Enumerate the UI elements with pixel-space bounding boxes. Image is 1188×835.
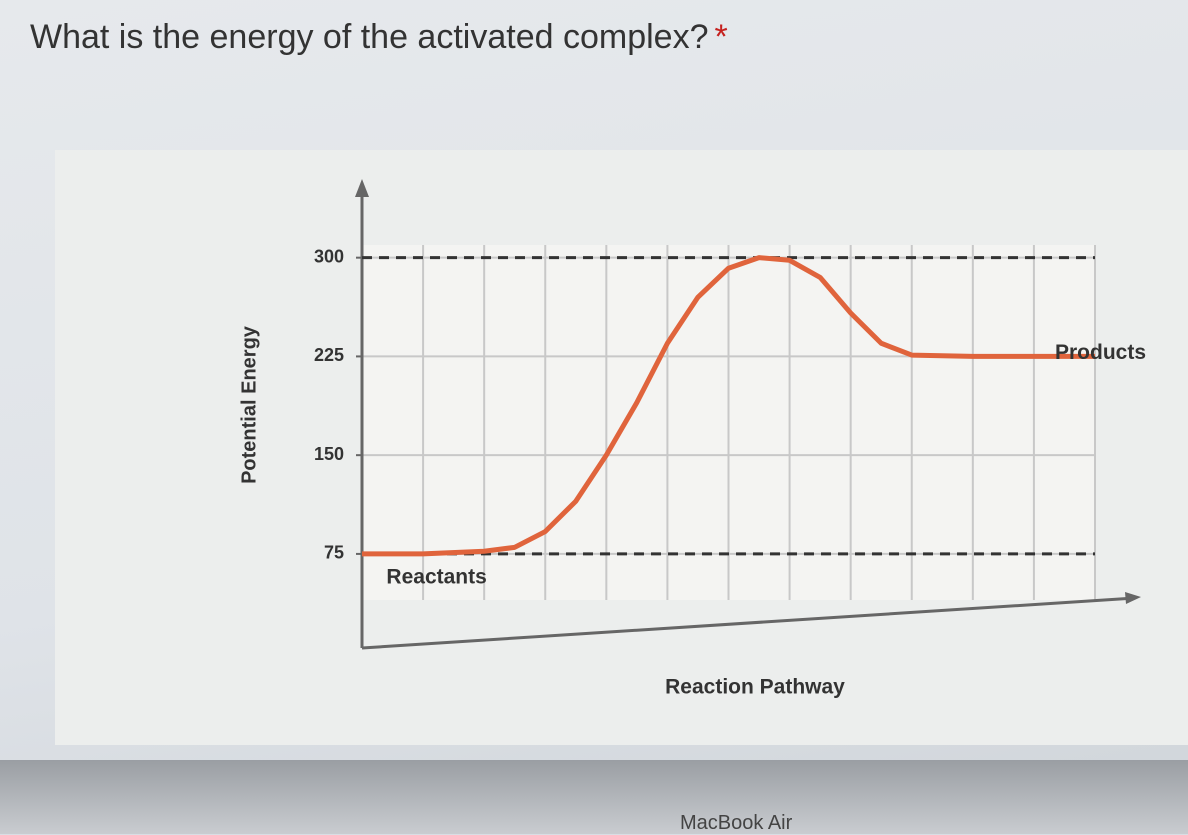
question-text: What is the energy of the activated comp…	[30, 18, 709, 56]
energy-curve	[362, 255, 1095, 557]
required-marker: *	[714, 18, 728, 56]
annotation: Reactants	[386, 565, 486, 588]
y-axis-label: Potential Energy	[238, 325, 260, 484]
y-tick-label: 300	[314, 246, 344, 266]
device-label: MacBook Air	[680, 812, 793, 834]
question: What is the energy of the activated comp…	[30, 18, 728, 57]
y-axis-arrow	[355, 179, 369, 197]
y-tick-label: 150	[314, 444, 344, 464]
laptop-bezel	[0, 760, 1188, 834]
x-axis	[361, 596, 1136, 650]
annotation: Products	[1055, 341, 1146, 364]
y-tick-label: 225	[314, 345, 344, 365]
x-axis-arrow	[1125, 592, 1141, 604]
x-axis-label: Reaction Pathway	[665, 676, 845, 699]
y-tick-label: 75	[324, 543, 344, 563]
